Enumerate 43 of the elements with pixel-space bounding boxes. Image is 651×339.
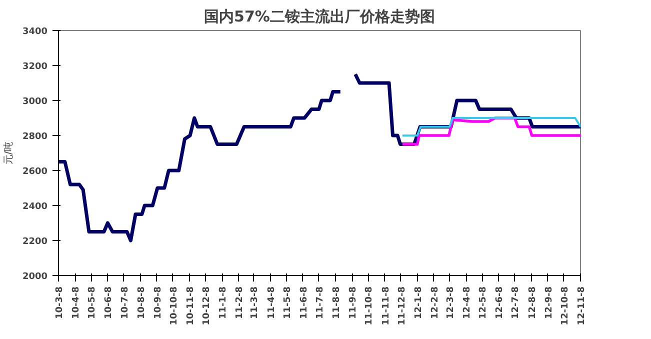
- chart-title: 国内57%二铵主流出厂价格走势图: [204, 8, 435, 26]
- x-tick-label: 12-9-8: [544, 286, 554, 320]
- y-tick-label: 2200: [22, 237, 48, 247]
- x-tick-label: 12-6-8: [495, 286, 506, 320]
- x-tick-label: 12-5-8: [478, 286, 489, 320]
- x-tick-label: 11-11-8: [381, 286, 392, 326]
- x-tick-label: 11-7-8: [315, 286, 326, 320]
- x-tick-label: 11-8-8: [332, 286, 342, 320]
- x-tick-label: 12-8-8: [528, 286, 538, 320]
- x-tick-label: 10-12-8: [202, 286, 212, 326]
- x-tick-label: 10-8-8: [136, 286, 147, 320]
- y-tick-label: 3400: [22, 27, 48, 37]
- x-tick-label: 10-3-8: [55, 286, 65, 320]
- x-tick-label: 11-1-8: [218, 286, 229, 320]
- x-tick-label: 10-4-8: [72, 286, 82, 320]
- x-tick-label: 12-7-8: [511, 286, 522, 320]
- x-tick-label: 12-11-8: [577, 286, 587, 326]
- y-tick-label: 2800: [22, 132, 48, 142]
- x-tick-label: 10-5-8: [88, 286, 98, 320]
- y-tick-label: 3200: [22, 62, 48, 72]
- x-tick-label: 12-1-8: [414, 286, 424, 320]
- x-tick-label: 11-3-8: [250, 286, 260, 320]
- y-tick-label: 3000: [22, 97, 48, 107]
- x-tick-label: 10-11-8: [186, 286, 196, 326]
- x-tick-label: 12-4-8: [462, 286, 473, 320]
- x-tick-label: 11-4-8: [266, 286, 277, 320]
- x-tick-label: 12-3-8: [446, 286, 456, 320]
- x-tick-label: 12-2-8: [430, 286, 440, 320]
- x-tick-label: 11-12-8: [397, 286, 408, 326]
- y-axis-title: 元/吨: [2, 141, 14, 165]
- y-tick-label: 2000: [22, 272, 48, 282]
- y-tick-label: 2600: [22, 167, 48, 177]
- y-tick-label: 2400: [22, 202, 48, 212]
- x-tick-label: 10-10-8: [169, 286, 180, 326]
- x-tick-label: 12-10-8: [560, 286, 570, 326]
- x-tick-label: 11-6-8: [299, 286, 310, 320]
- x-tick-label: 11-10-8: [364, 286, 375, 326]
- x-tick-label: 11-2-8: [235, 286, 246, 320]
- x-tick-label: 11-9-8: [348, 286, 359, 320]
- x-tick-label: 10-6-8: [104, 286, 114, 320]
- x-tick-label: 10-7-8: [120, 286, 130, 320]
- x-tick-label: 10-9-8: [153, 286, 164, 320]
- x-tick-label: 11-5-8: [282, 286, 293, 320]
